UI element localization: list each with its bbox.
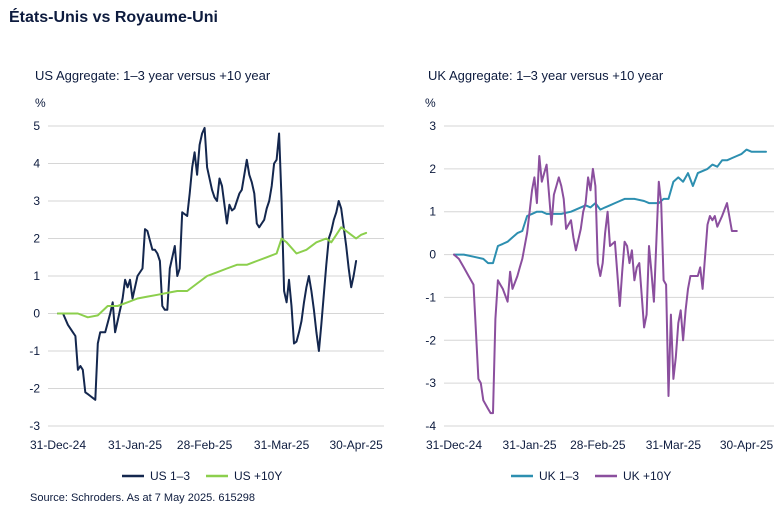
y-tick-label: 2 — [33, 232, 40, 246]
y-tick-label: 1 — [429, 205, 436, 219]
series-line-us-1-3 — [57, 126, 358, 401]
chart-title: US Aggregate: 1–3 year versus +10 year — [35, 68, 271, 83]
y-axis-unit: % — [35, 96, 46, 110]
x-tick-label: 31-Dec-24 — [426, 438, 482, 452]
series-line-uk-1-3 — [453, 148, 767, 265]
x-tick-label: 31-Mar-25 — [646, 438, 702, 452]
y-tick-label: -1 — [29, 344, 40, 358]
y-axis-unit: % — [425, 96, 436, 110]
y-tick-label: -2 — [425, 333, 436, 347]
y-tick-label: -3 — [29, 419, 40, 433]
y-tick-label: -2 — [29, 382, 40, 396]
page-title: États-Unis vs Royaume-Uni — [9, 9, 218, 26]
x-tick-label: 31-Jan-25 — [503, 438, 557, 452]
y-tick-label: 0 — [429, 248, 436, 262]
x-tick-label: 28-Feb-25 — [177, 438, 233, 452]
y-tick-label: 3 — [33, 194, 40, 208]
y-tick-label: 3 — [429, 119, 436, 133]
x-tick-label: 31-Dec-24 — [30, 438, 86, 452]
chart-title: UK Aggregate: 1–3 year versus +10 year — [428, 68, 664, 83]
x-tick-label: 28-Feb-25 — [570, 438, 626, 452]
y-tick-label: 2 — [429, 162, 436, 176]
y-tick-label: 0 — [33, 307, 40, 321]
y-tick-label: 5 — [33, 119, 40, 133]
y-tick-label: 1 — [33, 269, 40, 283]
source-note: Source: Schroders. As at 7 May 2025. 615… — [30, 492, 256, 504]
legend-label: US +10Y — [234, 469, 282, 483]
x-tick-label: 31-Mar-25 — [254, 438, 310, 452]
legend-label: UK 1–3 — [539, 469, 579, 483]
legend-label: US 1–3 — [150, 469, 190, 483]
y-tick-label: -1 — [425, 290, 436, 304]
x-tick-label: 30-Apr-25 — [720, 438, 774, 452]
legend-label: UK +10Y — [623, 469, 671, 483]
series-line-uk-10y — [453, 155, 738, 415]
series-line-us-10y — [57, 226, 368, 319]
y-tick-label: -4 — [425, 419, 436, 433]
y-tick-label: -3 — [425, 376, 436, 390]
x-tick-label: 31-Jan-25 — [108, 438, 162, 452]
x-tick-label: 30-Apr-25 — [329, 438, 383, 452]
y-tick-label: 4 — [33, 157, 40, 171]
